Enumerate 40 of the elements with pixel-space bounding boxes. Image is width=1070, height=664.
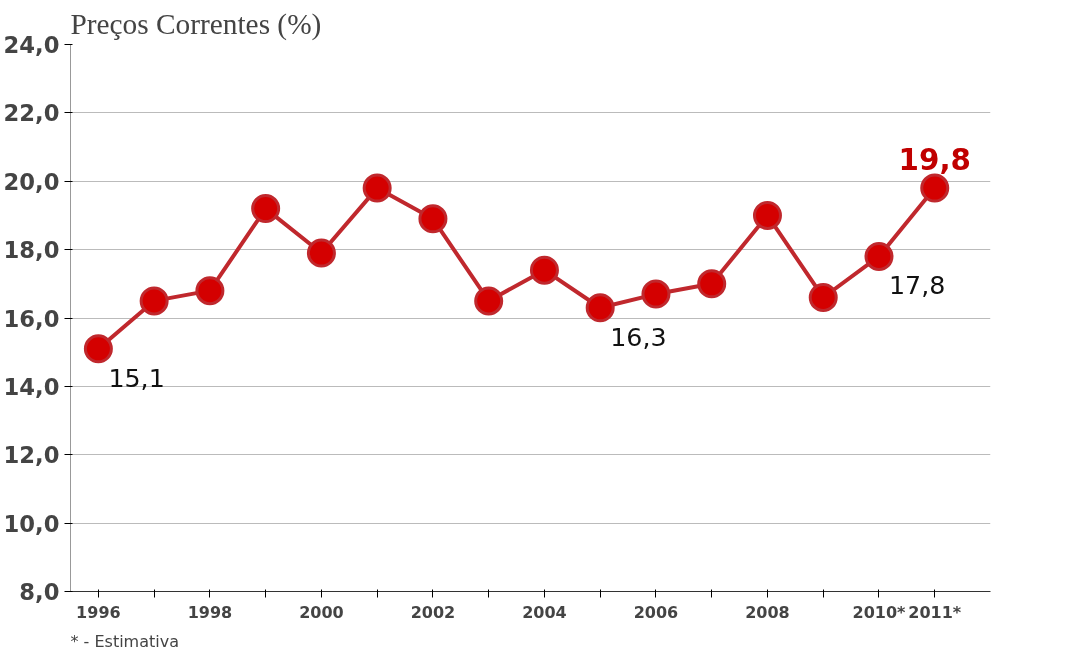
x-tick-label: 2011* [908,602,962,622]
x-tick-label: 1998 [187,602,233,622]
point [752,200,782,230]
x-tick-label: 2000 [299,602,344,622]
point [418,204,448,234]
point [306,238,336,268]
point [641,279,671,309]
point [139,286,169,316]
y-tick-label: 22,0 [3,100,60,127]
point [83,334,113,364]
data-label: 15,1 [108,362,165,393]
data-label: 16,3 [610,321,667,352]
y-tick-label: 20,0 [3,168,60,195]
y-tick-label: 16,0 [3,305,60,332]
y-tick-label: 24,0 [3,32,60,58]
x-tick-label: 2010* [852,602,907,622]
x-tick-label: 2002 [410,602,456,622]
x-tick-label: 1996 [76,602,121,622]
data-label: 19,8 [898,143,971,178]
point [529,255,559,285]
point [195,276,225,306]
point [920,173,950,203]
x-tick-label: 2008 [745,602,790,622]
point [362,173,392,203]
y-tick-label: 10,0 [3,510,60,537]
data-label: 17,8 [888,270,946,301]
y-tick-label: 8,0 [19,579,60,605]
point [697,269,727,299]
y-tick-label: 12,0 [3,442,60,469]
x-tick-label: 2004 [522,602,567,622]
y-tick-label: 14,0 [3,373,60,400]
chart-title: Preços Correntes (%) [70,7,322,41]
y-tick-label: 18,0 [3,237,60,264]
text: * - Estimativa [70,631,179,651]
point [251,194,281,224]
point [808,283,838,312]
point [864,241,894,271]
point [474,286,504,316]
x-tick-label: 2006 [633,602,679,622]
point [585,293,615,323]
